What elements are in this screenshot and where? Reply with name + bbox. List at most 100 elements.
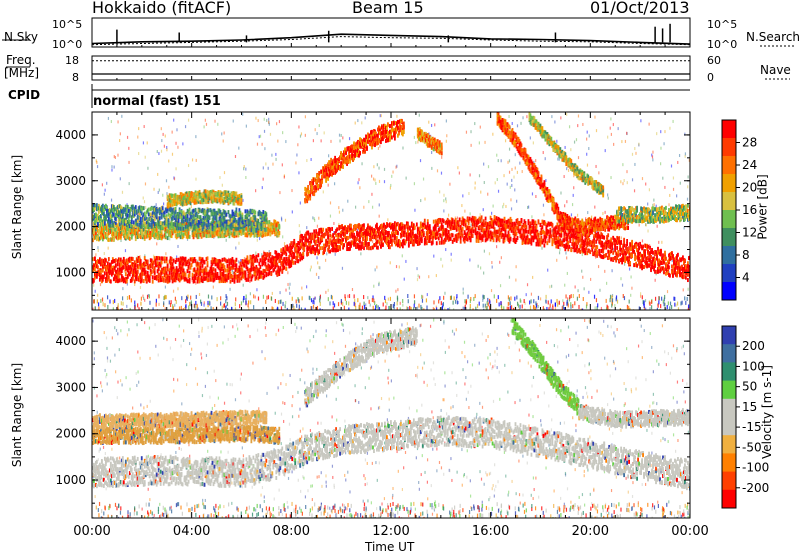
band-cell bbox=[505, 225, 508, 230]
band-cell bbox=[236, 268, 239, 273]
band-cell bbox=[113, 231, 116, 236]
scatter-cell bbox=[687, 287, 689, 291]
band-cell bbox=[172, 269, 175, 274]
band-cell bbox=[498, 233, 501, 238]
band-cell bbox=[245, 277, 248, 282]
band-cell bbox=[165, 271, 168, 276]
scatter-cell bbox=[433, 300, 435, 305]
band-cell bbox=[321, 246, 324, 251]
band-cell bbox=[198, 279, 201, 284]
band-cell bbox=[577, 248, 580, 253]
band-cell bbox=[556, 230, 559, 235]
scatter-cell bbox=[649, 307, 651, 310]
band-cell bbox=[106, 261, 109, 266]
band-cell bbox=[575, 246, 578, 251]
band-cell bbox=[92, 229, 95, 234]
scatter-cell bbox=[225, 304, 228, 308]
band-cell bbox=[292, 251, 295, 256]
band-cell bbox=[482, 230, 485, 235]
band-cell bbox=[101, 268, 104, 273]
band-cell bbox=[211, 258, 214, 263]
band-cell bbox=[679, 266, 681, 271]
scatter-cell bbox=[190, 300, 192, 305]
band-cell bbox=[314, 234, 317, 239]
scatter-cell bbox=[648, 300, 650, 305]
scatter-cell bbox=[440, 171, 443, 175]
scatter-cell bbox=[110, 120, 112, 124]
band-cell bbox=[119, 234, 122, 239]
scatter-cell bbox=[524, 301, 526, 305]
band-cell bbox=[442, 227, 445, 232]
scatter-cell bbox=[160, 127, 162, 131]
band-cell bbox=[258, 274, 261, 279]
scatter-cell bbox=[440, 301, 442, 306]
scatter-cell bbox=[139, 255, 141, 259]
band-cell bbox=[403, 230, 406, 235]
band-cell bbox=[216, 273, 219, 278]
scatter-cell bbox=[327, 288, 329, 292]
scatter-cell bbox=[436, 307, 438, 310]
scatter-cell bbox=[480, 266, 482, 270]
band-cell bbox=[586, 234, 589, 239]
scatter-cell bbox=[443, 199, 445, 203]
scatter-cell bbox=[341, 266, 344, 270]
band-cell bbox=[537, 232, 540, 237]
band-cell bbox=[110, 260, 113, 265]
band-cell bbox=[575, 235, 578, 240]
scatter-cell bbox=[456, 294, 458, 299]
band-cell bbox=[232, 262, 235, 267]
band-cell bbox=[327, 226, 330, 231]
scatter-cell bbox=[226, 296, 228, 301]
band-cell bbox=[495, 238, 498, 243]
scatter-cell bbox=[357, 298, 359, 303]
scatter-cell bbox=[301, 296, 303, 301]
band-cell bbox=[261, 259, 264, 264]
band-cell bbox=[339, 225, 341, 230]
band-cell bbox=[269, 266, 272, 271]
band-cell bbox=[264, 257, 267, 262]
band-cell bbox=[329, 227, 332, 232]
scatter-cell bbox=[483, 162, 485, 166]
scatter-cell bbox=[279, 299, 281, 304]
band-cell bbox=[102, 235, 105, 240]
band-cell bbox=[675, 256, 677, 261]
band-cell bbox=[182, 275, 185, 280]
scatter-cell bbox=[195, 281, 197, 285]
band-cell bbox=[116, 272, 119, 277]
band-cell bbox=[454, 218, 457, 223]
band-cell bbox=[541, 225, 544, 230]
scatter-cell bbox=[604, 210, 606, 214]
band-cell bbox=[141, 265, 144, 270]
band-cell bbox=[92, 238, 94, 243]
scatter-cell bbox=[509, 185, 511, 189]
band-cell bbox=[385, 235, 387, 240]
band-cell bbox=[613, 241, 616, 246]
band-cell bbox=[461, 220, 464, 225]
band-cell bbox=[126, 259, 129, 264]
band-cell bbox=[621, 249, 624, 254]
scatter-cell bbox=[254, 295, 256, 299]
band-cell bbox=[250, 257, 253, 262]
scatter-cell bbox=[284, 218, 287, 222]
band-cell bbox=[607, 233, 610, 238]
band-cell bbox=[683, 257, 685, 262]
band-cell bbox=[305, 237, 308, 242]
band-cell bbox=[423, 218, 426, 223]
band-cell bbox=[400, 230, 403, 235]
band-cell bbox=[370, 237, 372, 242]
band-cell bbox=[282, 258, 285, 263]
band-cell bbox=[495, 221, 498, 226]
band-cell bbox=[469, 229, 472, 234]
band-cell bbox=[596, 253, 599, 258]
band-cell bbox=[446, 223, 449, 228]
band-cell bbox=[465, 237, 468, 242]
band-cell bbox=[480, 215, 483, 220]
scatter-cell bbox=[363, 205, 365, 209]
scatter-cell bbox=[158, 188, 160, 192]
scatter-cell bbox=[629, 307, 631, 310]
scatter-cell bbox=[329, 301, 331, 306]
scatter-cell bbox=[417, 140, 419, 144]
band-cell bbox=[158, 261, 161, 266]
band-cell bbox=[447, 219, 450, 224]
scatter-cell bbox=[196, 303, 198, 308]
